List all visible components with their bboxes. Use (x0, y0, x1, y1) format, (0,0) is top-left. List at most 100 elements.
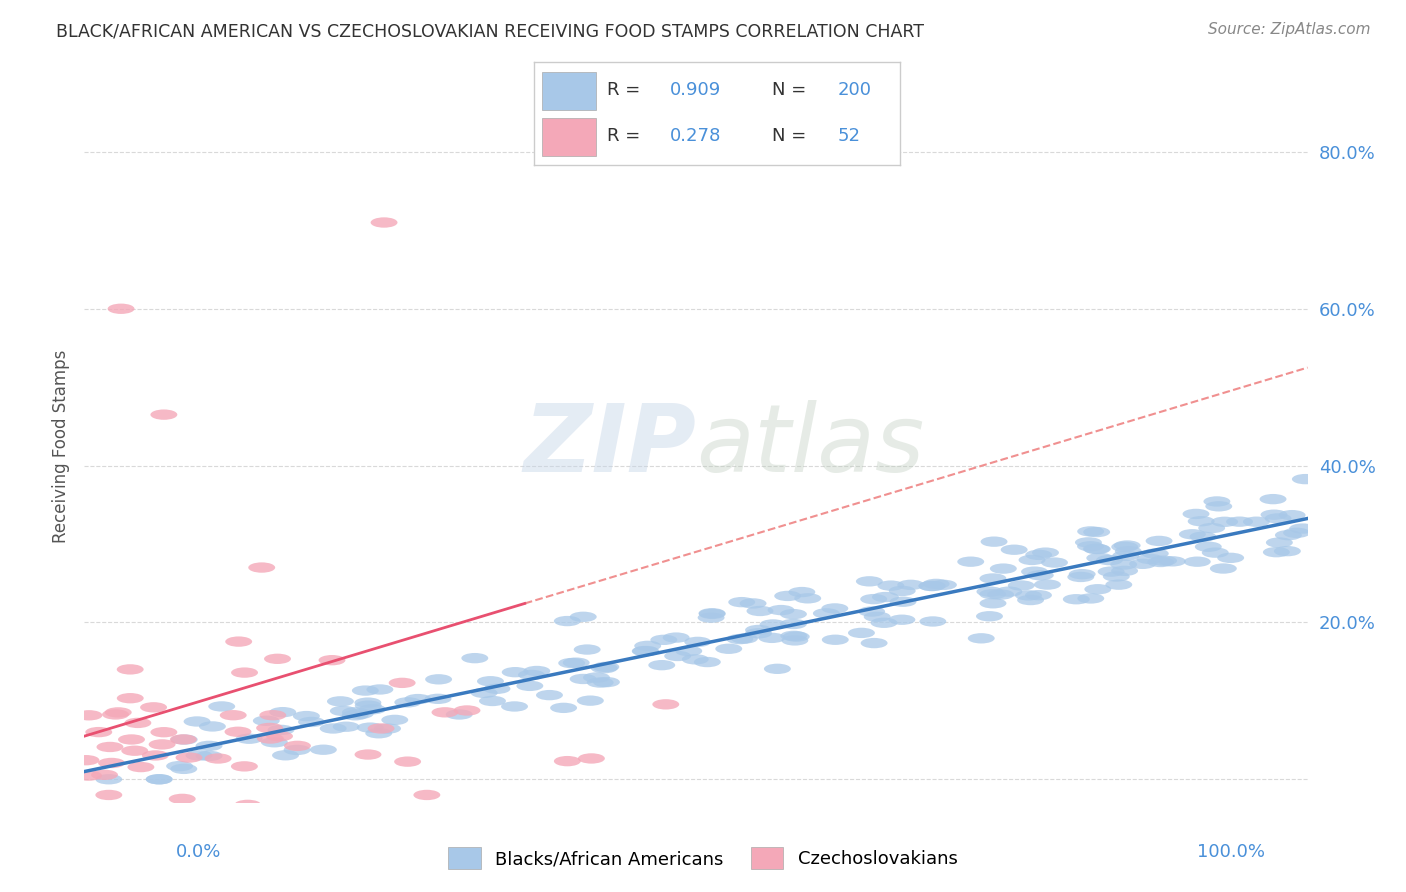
Ellipse shape (170, 734, 198, 745)
Text: N =: N = (772, 81, 811, 99)
Ellipse shape (186, 750, 212, 761)
Ellipse shape (169, 794, 195, 804)
Ellipse shape (1063, 594, 1090, 605)
Ellipse shape (1040, 558, 1069, 567)
Ellipse shape (267, 724, 294, 735)
Ellipse shape (685, 637, 711, 647)
Ellipse shape (1032, 548, 1059, 558)
Ellipse shape (257, 733, 284, 744)
Ellipse shape (897, 580, 924, 590)
Ellipse shape (328, 696, 354, 706)
Ellipse shape (794, 593, 821, 604)
Ellipse shape (1077, 593, 1104, 604)
Text: 100.0%: 100.0% (1198, 843, 1265, 861)
Ellipse shape (225, 727, 252, 737)
Ellipse shape (858, 607, 886, 616)
Ellipse shape (929, 580, 957, 590)
Ellipse shape (957, 557, 984, 566)
Ellipse shape (1263, 547, 1289, 558)
Ellipse shape (1150, 556, 1177, 566)
Ellipse shape (870, 617, 897, 628)
Ellipse shape (342, 707, 368, 717)
Ellipse shape (413, 789, 440, 800)
Ellipse shape (995, 586, 1022, 597)
Ellipse shape (142, 750, 169, 761)
Y-axis label: Receiving Food Stamps: Receiving Food Stamps (52, 350, 70, 542)
Ellipse shape (1017, 595, 1045, 606)
Ellipse shape (813, 608, 839, 618)
Ellipse shape (75, 771, 103, 780)
Ellipse shape (1077, 541, 1104, 551)
Ellipse shape (1292, 474, 1319, 484)
Ellipse shape (980, 589, 1007, 599)
Ellipse shape (108, 303, 135, 314)
Ellipse shape (502, 667, 529, 677)
Ellipse shape (695, 657, 721, 667)
Ellipse shape (195, 740, 222, 751)
Ellipse shape (357, 723, 384, 733)
Ellipse shape (1243, 516, 1270, 527)
Ellipse shape (1182, 508, 1209, 519)
Ellipse shape (558, 658, 585, 668)
Ellipse shape (1025, 549, 1052, 560)
Ellipse shape (236, 733, 263, 744)
Ellipse shape (309, 745, 337, 755)
Ellipse shape (1084, 584, 1111, 594)
Ellipse shape (1202, 548, 1229, 558)
Ellipse shape (780, 609, 807, 619)
Ellipse shape (96, 774, 122, 784)
Ellipse shape (330, 706, 357, 716)
Ellipse shape (333, 722, 360, 732)
Text: 200: 200 (838, 81, 872, 99)
Ellipse shape (284, 740, 311, 751)
Ellipse shape (1087, 553, 1114, 563)
Ellipse shape (446, 709, 472, 720)
Ellipse shape (536, 690, 562, 700)
Ellipse shape (877, 581, 904, 591)
FancyBboxPatch shape (541, 71, 596, 110)
Ellipse shape (225, 636, 252, 647)
Ellipse shape (374, 723, 401, 734)
Text: N =: N = (772, 128, 811, 145)
Ellipse shape (976, 586, 1004, 597)
Ellipse shape (259, 710, 287, 721)
Ellipse shape (1083, 543, 1109, 554)
Ellipse shape (1159, 557, 1185, 566)
Ellipse shape (319, 723, 347, 733)
Ellipse shape (1025, 590, 1052, 600)
Ellipse shape (1265, 537, 1294, 548)
Ellipse shape (97, 742, 124, 752)
Ellipse shape (1211, 516, 1239, 527)
Ellipse shape (516, 681, 543, 691)
Ellipse shape (342, 710, 368, 721)
Ellipse shape (990, 564, 1017, 574)
Ellipse shape (1111, 566, 1137, 576)
Ellipse shape (1129, 558, 1156, 569)
Text: 0.909: 0.909 (669, 81, 721, 99)
Ellipse shape (980, 574, 1007, 583)
Ellipse shape (1211, 564, 1237, 574)
Ellipse shape (128, 762, 155, 772)
Ellipse shape (554, 756, 581, 766)
Ellipse shape (149, 739, 176, 749)
Ellipse shape (1289, 524, 1316, 533)
Ellipse shape (890, 597, 917, 607)
Ellipse shape (256, 723, 283, 733)
Text: 0.278: 0.278 (669, 128, 721, 145)
Ellipse shape (170, 764, 197, 774)
Ellipse shape (1136, 554, 1163, 564)
Ellipse shape (631, 646, 658, 657)
Ellipse shape (763, 664, 790, 674)
Ellipse shape (1184, 557, 1211, 566)
Ellipse shape (759, 619, 786, 630)
Text: BLACK/AFRICAN AMERICAN VS CZECHOSLOVAKIAN RECEIVING FOOD STAMPS CORRELATION CHAR: BLACK/AFRICAN AMERICAN VS CZECHOSLOVAKIA… (56, 22, 924, 40)
Ellipse shape (848, 628, 875, 638)
Ellipse shape (648, 660, 675, 670)
Ellipse shape (105, 707, 132, 717)
Ellipse shape (920, 616, 946, 627)
Text: ZIP: ZIP (523, 400, 696, 492)
Ellipse shape (651, 635, 678, 645)
Ellipse shape (517, 670, 546, 680)
Ellipse shape (146, 774, 173, 784)
Ellipse shape (1205, 501, 1232, 511)
